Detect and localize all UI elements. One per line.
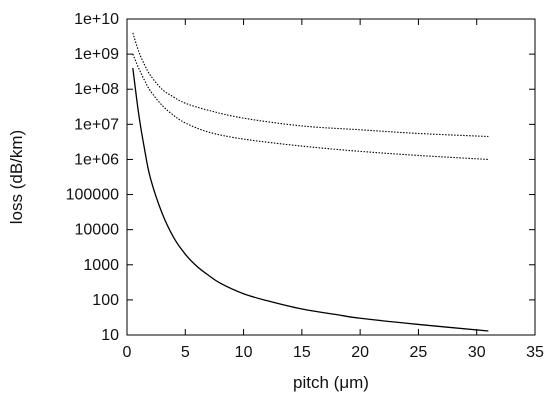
y-tick-label: 1e+08 <box>74 81 119 98</box>
x-tick-label: 35 <box>526 344 544 361</box>
y-tick-label: 100000 <box>66 187 119 204</box>
series-line-1 <box>132 67 489 332</box>
x-tick-label: 10 <box>235 344 253 361</box>
y-tick-label: 10 <box>101 327 119 344</box>
x-tick-label: 0 <box>123 344 132 361</box>
y-tick-label: 10000 <box>75 222 120 239</box>
series-line-3 <box>132 53 489 160</box>
data-series <box>132 32 489 332</box>
x-tick-label: 30 <box>468 344 486 361</box>
axis-tick-labels: 0 5 10 15 20 25 30 35 10 100 1000 10000 100000 1e+06 1… <box>66 11 544 361</box>
y-tick-label: 1e+09 <box>74 46 119 63</box>
x-tick-label: 20 <box>351 344 369 361</box>
axis-ticks <box>126 18 536 336</box>
plot-frame <box>126 18 536 336</box>
y-tick-label: 1e+07 <box>74 116 119 133</box>
y-tick-label: 1e+06 <box>74 151 119 168</box>
x-tick-label: 15 <box>293 344 311 361</box>
x-tick-label: 25 <box>410 344 428 361</box>
x-axis-label: pitch (μm) <box>293 373 369 392</box>
y-axis-label: loss (dB/km) <box>7 130 26 224</box>
y-tick-label: 1000 <box>83 257 119 274</box>
series-line-2 <box>132 32 489 138</box>
y-tick-label: 100 <box>92 292 119 309</box>
y-tick-label: 1e+10 <box>74 11 119 28</box>
x-tick-label: 5 <box>181 344 190 361</box>
